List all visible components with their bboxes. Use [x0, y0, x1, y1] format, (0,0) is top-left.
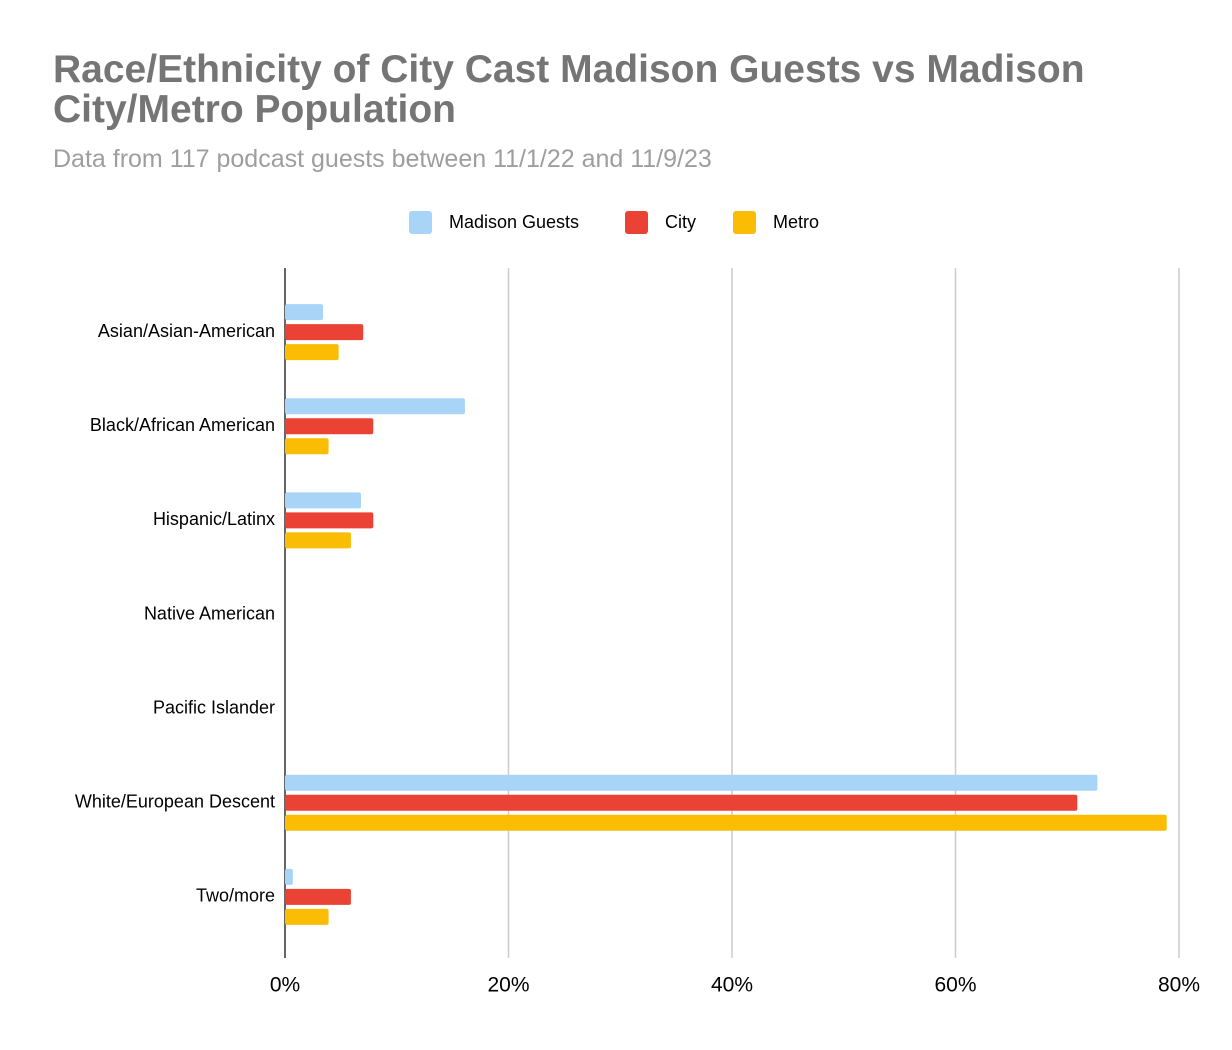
y-tick-label: Black/African American	[90, 415, 275, 435]
legend-swatch	[733, 211, 756, 234]
bar	[285, 888, 351, 905]
bar	[285, 868, 293, 885]
bar	[285, 398, 465, 415]
y-tick-label: White/European Descent	[75, 792, 275, 812]
bar	[285, 908, 329, 925]
bar	[285, 344, 339, 361]
y-tick-label: Hispanic/Latinx	[153, 509, 275, 529]
bar	[285, 304, 323, 321]
legend-label: City	[665, 212, 696, 232]
y-tick-label: Pacific Islander	[153, 697, 275, 717]
bar	[285, 492, 361, 509]
x-tick-label: 40%	[711, 974, 753, 997]
legend-label: Metro	[773, 212, 819, 232]
bar	[285, 438, 329, 455]
legend-swatch	[409, 211, 432, 234]
bar	[285, 814, 1167, 831]
chart-title: Race/Ethnicity of City Cast Madison Gues…	[53, 48, 1085, 131]
legend-label: Madison Guests	[449, 212, 579, 232]
chart-subtitle: Data from 117 podcast guests between 11/…	[53, 145, 712, 173]
bar	[285, 532, 351, 549]
x-tick-label: 60%	[934, 974, 976, 997]
legend-swatch	[625, 211, 648, 234]
bar	[285, 418, 374, 435]
y-tick-label: Native American	[144, 603, 275, 623]
bar	[285, 774, 1098, 791]
x-tick-label: 20%	[487, 974, 529, 997]
x-tick-label: 0%	[270, 974, 300, 997]
y-tick-label: Asian/Asian-American	[98, 321, 275, 341]
bar	[285, 512, 374, 529]
bar	[285, 794, 1078, 811]
bar	[285, 324, 364, 341]
y-tick-label: Two/more	[196, 886, 275, 906]
x-tick-label: 80%	[1158, 974, 1200, 997]
